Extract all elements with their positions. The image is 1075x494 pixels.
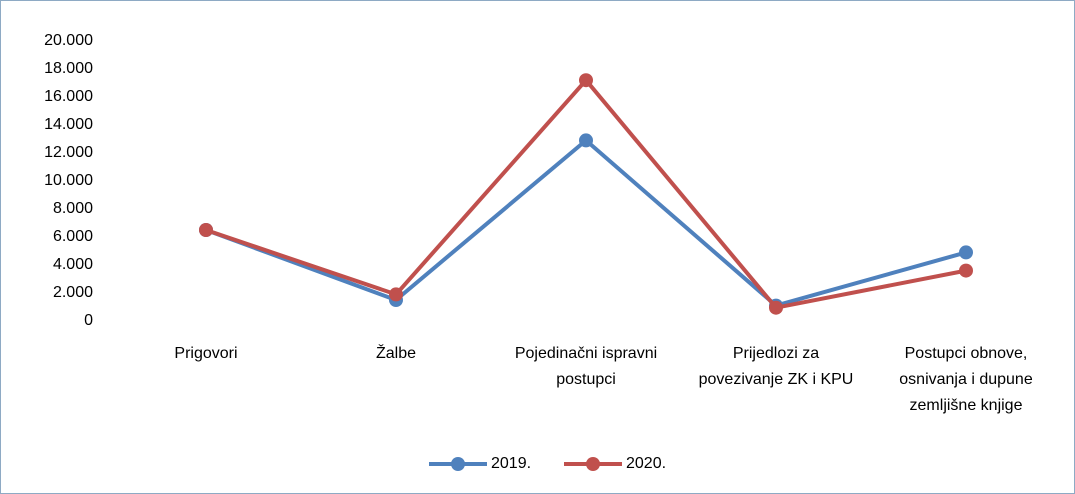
point [769,300,783,315]
y-tick-label: 16.000 [44,88,93,105]
y-tick-label: 4.000 [53,256,93,273]
legend-label: 2019. [491,455,531,472]
x-tick-label: Postupci obnove, osnivanja i dupune zeml… [899,345,1033,414]
y-tick-label: 18.000 [44,60,93,77]
y-tick-label: 2.000 [53,284,93,301]
y-tick-label: 0 [84,312,93,329]
point [579,73,593,88]
legend-marker [451,457,465,471]
y-tick-label: 20.000 [44,32,93,49]
y-tick-label: 8.000 [53,200,93,217]
x-tick-label: Žalbe [375,345,417,362]
y-tick-label: 10.000 [44,172,93,189]
point [579,133,593,148]
y-tick-label: 12.000 [44,144,93,161]
legend-label: 2020. [626,455,666,472]
x-tick-label: Prigovori [174,345,238,362]
legend-marker [586,457,600,471]
point [199,223,213,237]
point [389,287,403,302]
y-tick-label: 14.000 [44,116,93,133]
point [959,245,973,260]
point [959,263,973,278]
x-tick-label: Prijedlozi za povezivanje ZK i KPU [698,345,854,388]
x-tick-label: Pojedinačni ispravni postupci [514,345,658,388]
y-tick-label: 6.000 [53,228,93,245]
series-line [205,138,967,308]
